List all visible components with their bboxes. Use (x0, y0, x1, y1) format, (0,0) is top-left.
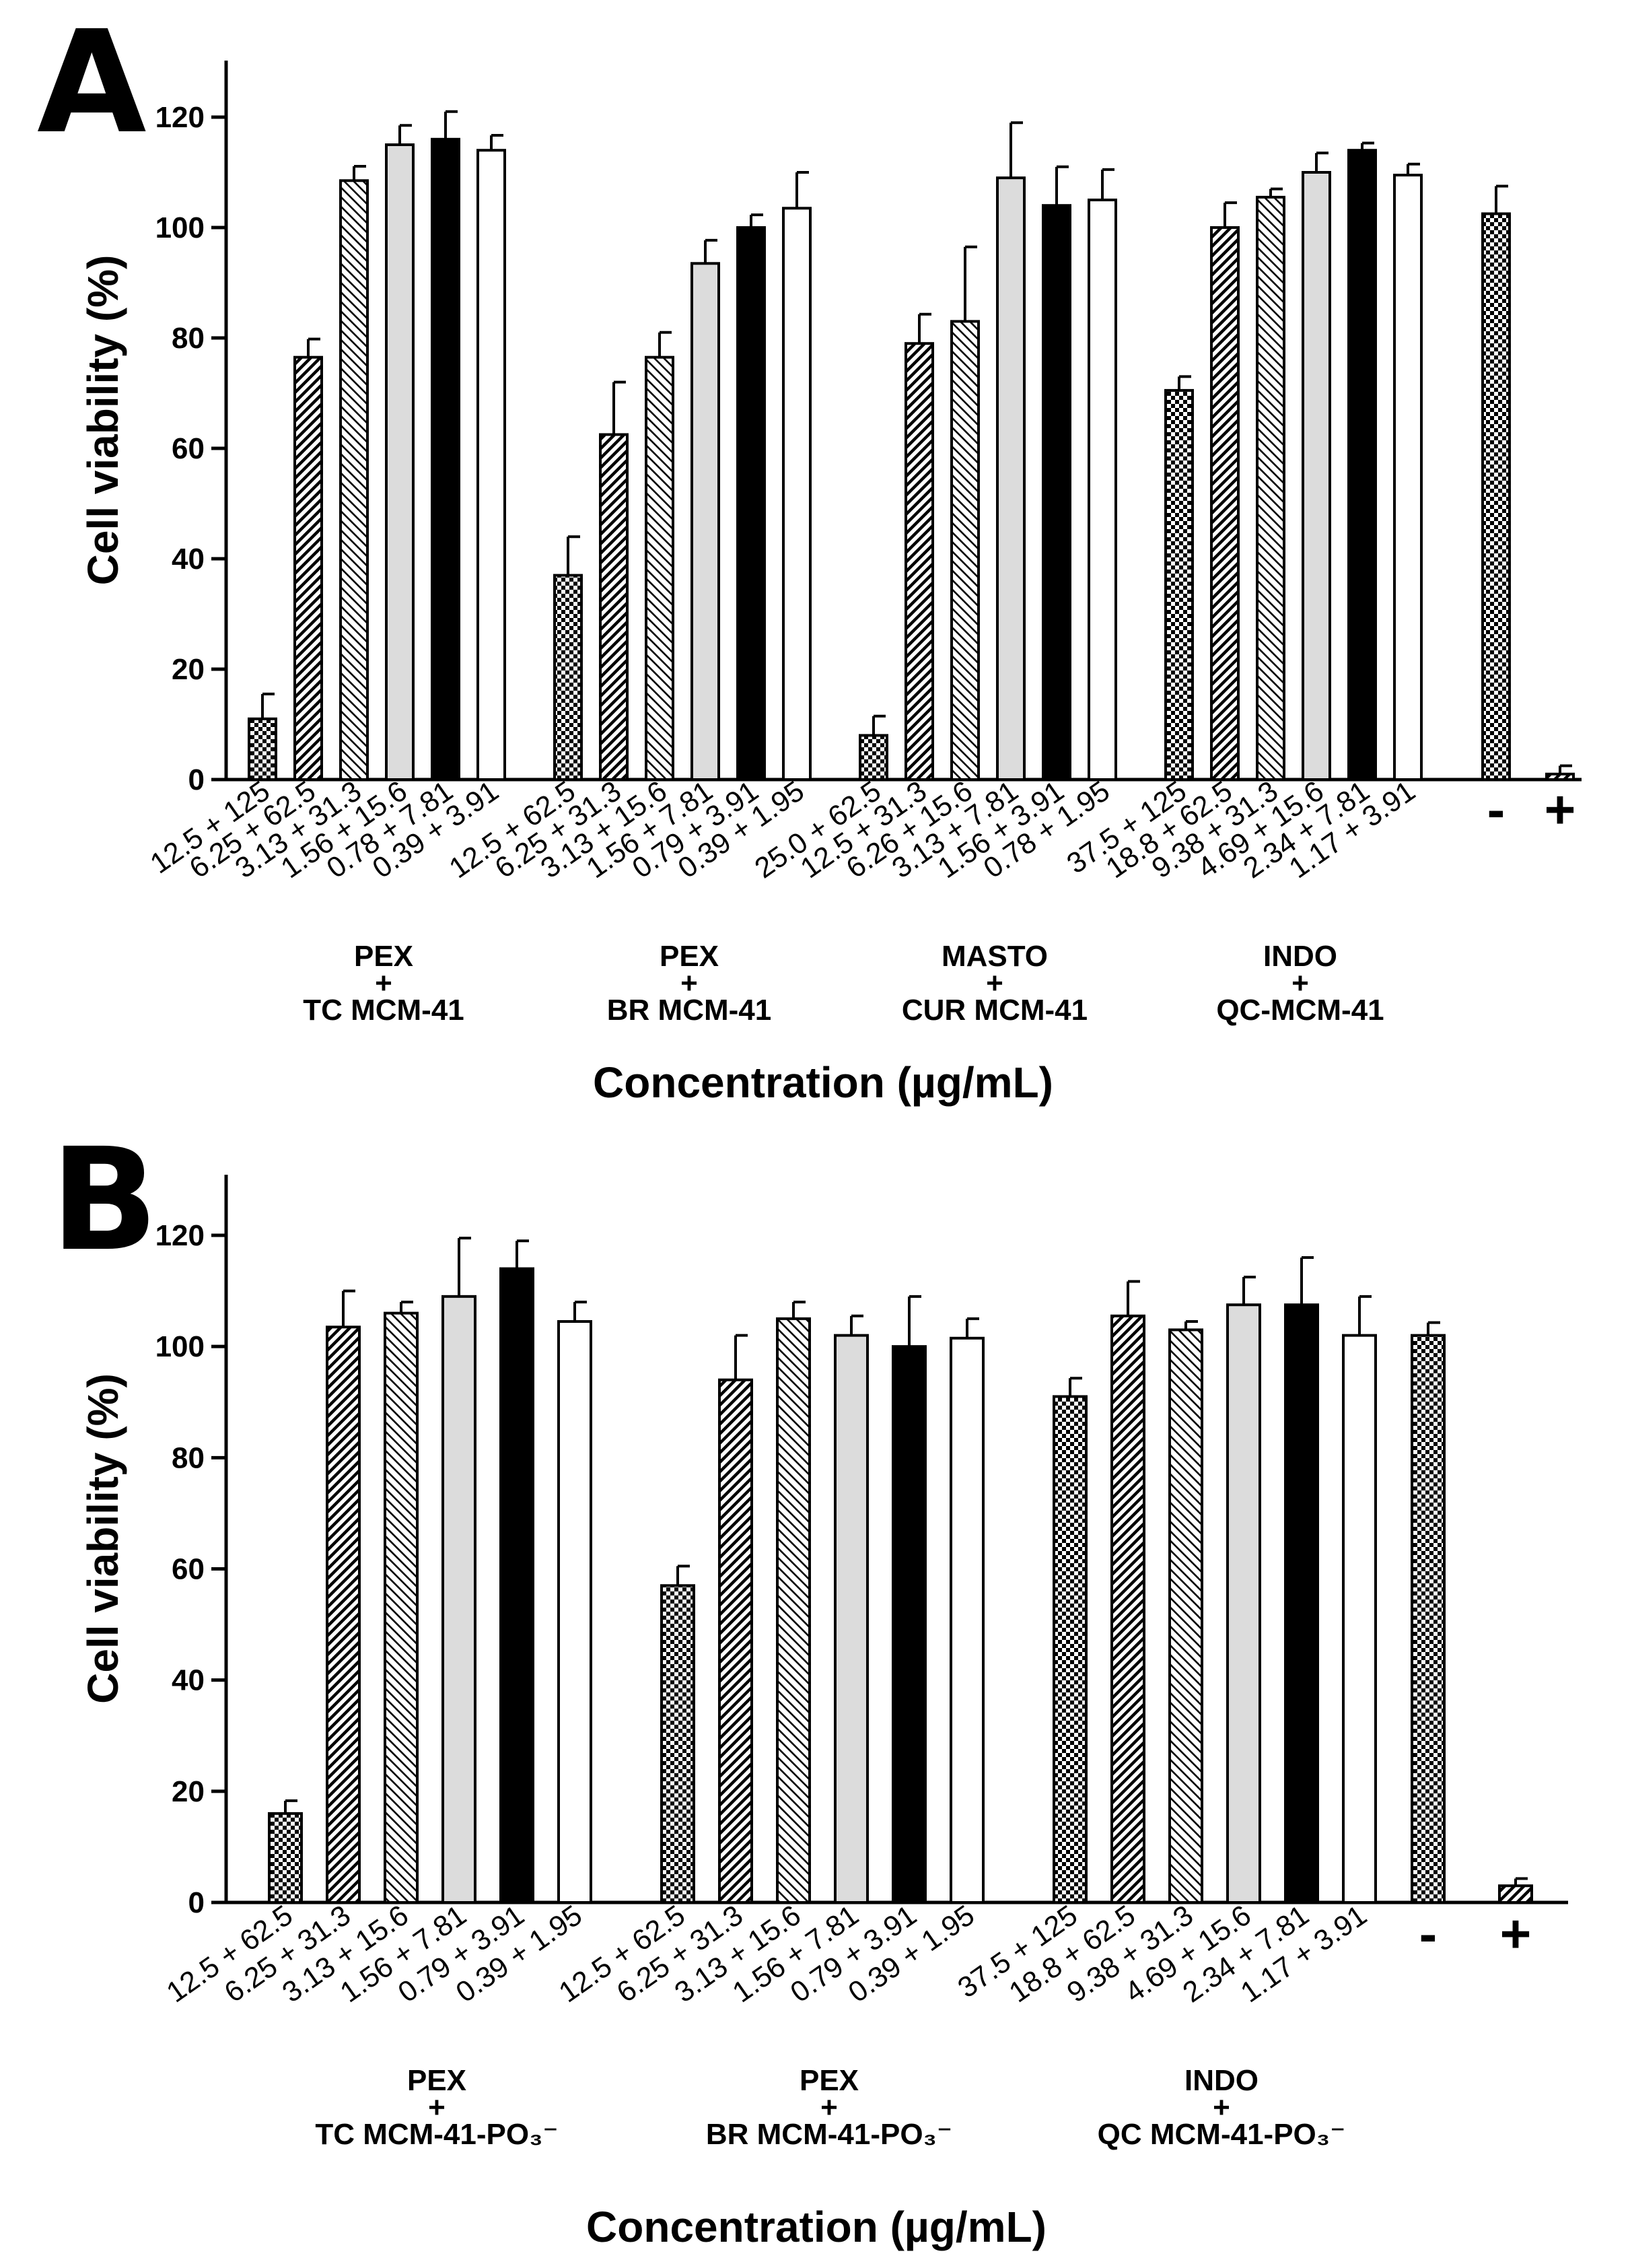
panel-a-bar (782, 207, 812, 781)
panel-a-y-tick-label: 40 (172, 543, 205, 576)
panel-a-bar (476, 149, 506, 781)
panel-b-bar (1342, 1334, 1377, 1904)
panel-b-y-tick-label: 100 (155, 1330, 205, 1363)
panel-a-control-label: - (1487, 780, 1505, 839)
panel-a-group-label: PEX (354, 940, 413, 973)
panel-b-group-label: TC MCM-41-PO₃⁻ (315, 2118, 558, 2151)
panel-a-bar (736, 226, 766, 781)
panel-b-bar (1053, 1395, 1088, 1904)
panel-a-bar (1210, 226, 1240, 781)
panel-b-bar (557, 1320, 592, 1904)
panel-b-group-label: PEX (407, 2064, 466, 2097)
panel-a-bar (1042, 204, 1071, 781)
panel-b-y-tick-label: 120 (155, 1219, 205, 1252)
panel-a-bar (385, 143, 415, 781)
panel-b-bar (1110, 1314, 1145, 1904)
panel-b-bar (660, 1584, 695, 1904)
panel-a-y-tick-label: 20 (172, 653, 205, 686)
panel-a-letter: A (37, 0, 147, 165)
panel-a-control-label: + (1545, 780, 1576, 839)
panel-b-bar (718, 1378, 753, 1904)
panel-a-bar (1481, 212, 1511, 781)
panel-b-group-label: QC MCM-41-PO₃⁻ (1098, 2118, 1346, 2151)
panel-a-bar (293, 355, 323, 781)
panel-b-bar (1411, 1334, 1446, 1904)
panel-a-group-label: + (680, 967, 698, 1000)
panel-b-y-tick-label: 80 (172, 1441, 205, 1474)
panel-a-group-label: + (375, 967, 392, 1000)
panel-a-group-label: TC MCM-41 (303, 994, 464, 1027)
panel-b-bar (892, 1345, 927, 1904)
panel-b-y-axis-title: Cell viability (%) (79, 1373, 127, 1704)
panel-b-y-tick-label: 60 (172, 1553, 205, 1586)
panel-b-control-label: - (1419, 1904, 1438, 1964)
panel-b-bar (1168, 1328, 1203, 1904)
panel-a-bar (339, 179, 369, 781)
panel-b-bar (1284, 1303, 1319, 1904)
panel-b-x-axis-title: Concentration (µg/mL) (586, 2203, 1047, 2251)
panel-a-group-label: QC-MCM-41 (1216, 994, 1384, 1027)
panel-b-group-label: + (1213, 2091, 1230, 2124)
panel-a-bar (950, 320, 980, 781)
panel-b-group-label: + (428, 2091, 446, 2124)
panel-a-bar (690, 262, 720, 781)
panel-a-bar (1393, 174, 1423, 782)
panel-a-y-tick-label: 60 (172, 432, 205, 465)
panel-a-y-tick-label: 0 (188, 763, 205, 796)
panel-b-y-tick-label: 20 (172, 1775, 205, 1808)
panel-a-bar (645, 355, 674, 781)
panel-b-group-label: PEX (800, 2064, 859, 2097)
panel-a-bar (1302, 171, 1331, 781)
panel-b-group-label: BR MCM-41-PO₃⁻ (706, 2118, 952, 2151)
panel-a-group-label: BR MCM-41 (607, 994, 771, 1027)
panel-b-letter: B (50, 1118, 158, 1282)
panel-a-group-label: MASTO (942, 940, 1048, 973)
panel-b-bar (441, 1295, 476, 1904)
panel-a-bar (859, 734, 888, 782)
panel-b-control-label: + (1500, 1904, 1532, 1964)
panel-a-bar (1164, 388, 1194, 781)
panel-a-group-label: + (1291, 967, 1309, 1000)
panel-a-bar (1545, 772, 1575, 782)
panel-a-y-tick-label: 80 (172, 322, 205, 355)
panel-a-bar (431, 137, 460, 782)
panel-b-bar (1498, 1884, 1533, 1904)
panel-b-bar (834, 1334, 869, 1904)
panel-a-bar (996, 176, 1026, 781)
panel-a-bar (1347, 149, 1377, 781)
panel-a-group-label: CUR MCM-41 (902, 994, 1088, 1027)
panel-a-y-tick-label: 120 (155, 101, 205, 134)
panel-b-bar (384, 1311, 419, 1904)
panel-a-group-label: INDO (1263, 940, 1337, 973)
panel-b-bar (1226, 1303, 1261, 1904)
panel-a-group-label: + (986, 967, 1003, 1000)
panel-a-y-tick-label: 100 (155, 211, 205, 244)
panel-a-group-label: PEX (660, 940, 719, 973)
panel-a-bar (553, 574, 583, 781)
panel-b-bar (776, 1317, 811, 1904)
panel-a-bar (248, 717, 277, 782)
panel-a-bar (1088, 199, 1117, 781)
panel-a-y-axis-title: Cell viability (%) (79, 255, 127, 586)
panel-b-bar (326, 1326, 361, 1904)
panel-b-y-tick-label: 0 (188, 1886, 205, 1919)
panel-b-bar (268, 1812, 303, 1904)
panel-a-bar (599, 433, 629, 781)
panel-b-bar (499, 1267, 534, 1904)
panel-b-y-tick-label: 40 (172, 1664, 205, 1697)
panel-b-bar (950, 1336, 985, 1904)
panel-b-group-label: INDO (1184, 2064, 1259, 2097)
panel-a-bar (1256, 195, 1285, 781)
panel-b-group-label: + (820, 2091, 838, 2124)
panel-a-bar (905, 342, 934, 781)
panel-a-x-axis-title: Concentration (µg/mL) (593, 1058, 1053, 1107)
